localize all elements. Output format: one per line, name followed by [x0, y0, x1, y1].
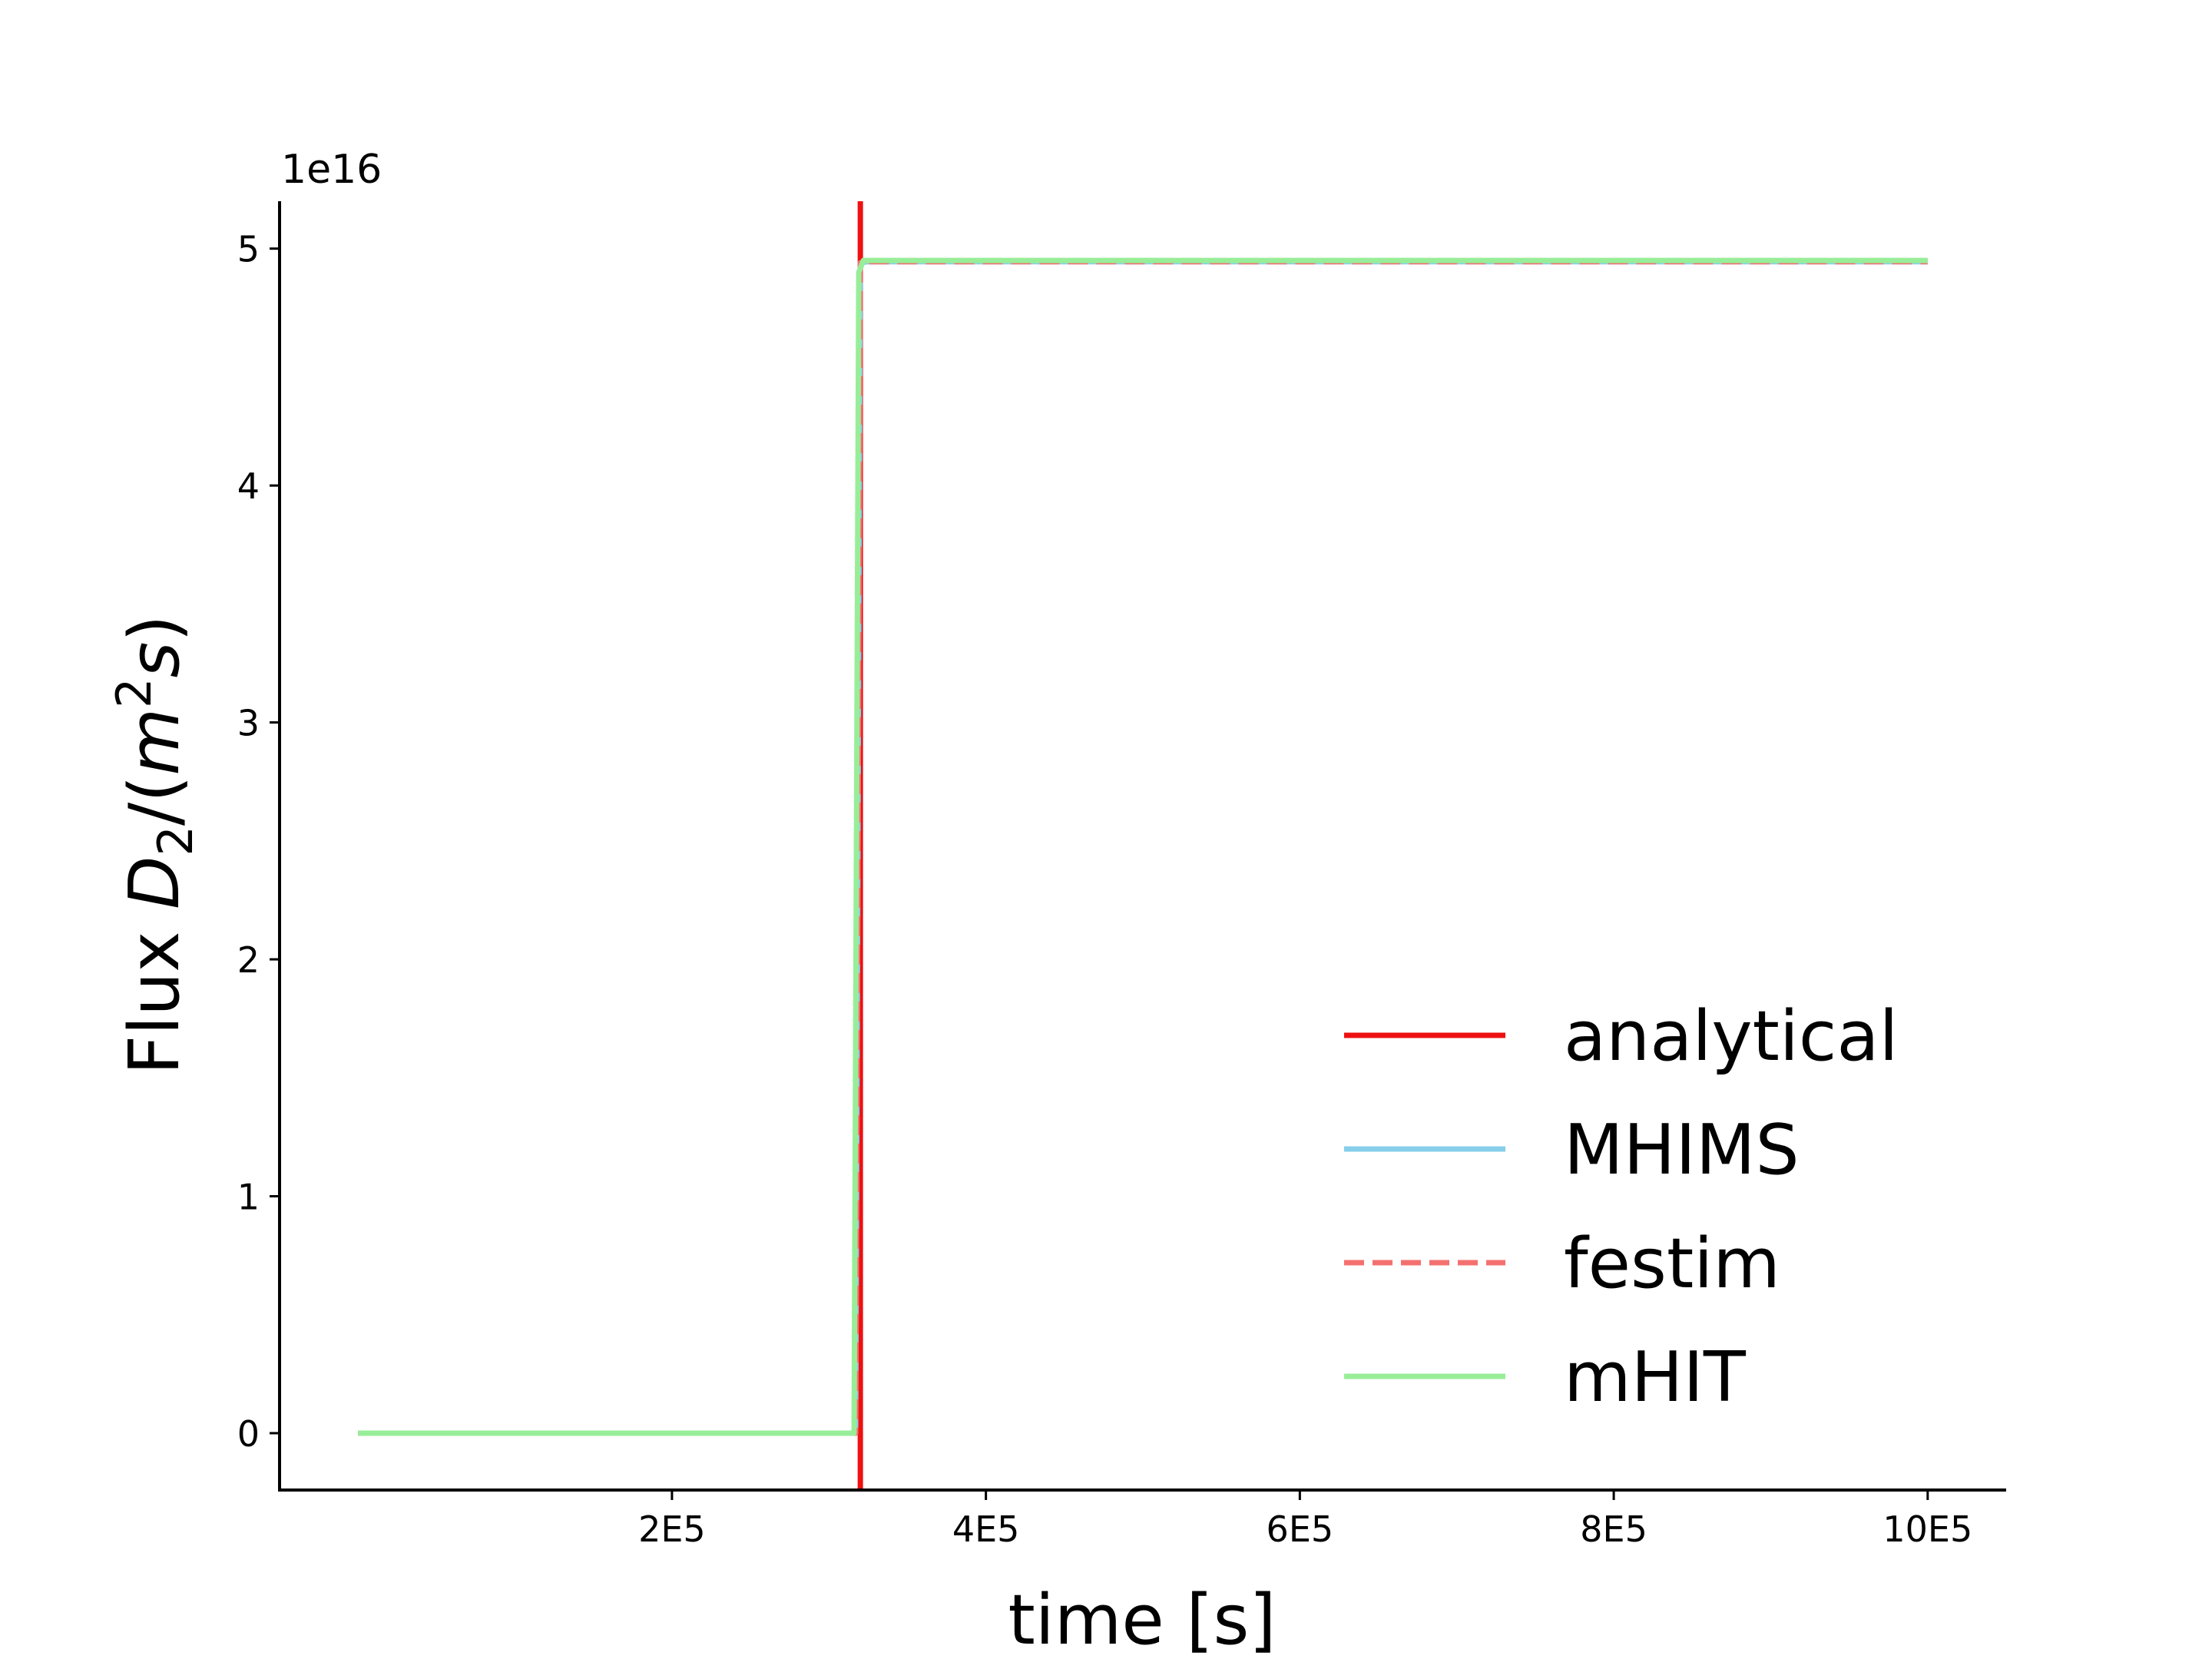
y-offset-label: 1e16	[281, 147, 382, 193]
legend-label-mhims: MHIMS	[1564, 1110, 1800, 1190]
y-tick-label: 5	[237, 229, 260, 270]
x-tick-label: 2E5	[638, 1508, 706, 1550]
y-axis-label-m: m	[114, 708, 195, 776]
y-axis-label-sup: 2	[106, 678, 162, 708]
plot-lines	[358, 201, 1928, 1490]
y-axis-label-sub: 2	[147, 826, 204, 856]
y-axis-label-prefix: Flux	[114, 909, 195, 1075]
x-tick-label: 8E5	[1580, 1508, 1647, 1550]
x-axis-label: time [s]	[1008, 1580, 1276, 1659]
y-axis-label-mid: /(	[114, 776, 195, 826]
axes	[278, 201, 2006, 1492]
y-tick-label: 4	[237, 465, 260, 507]
legend-label-analytical: analytical	[1564, 996, 1899, 1077]
x-ticks: 2E5 4E5 6E5 8E5 10E5	[638, 1490, 1972, 1550]
x-tick-label: 4E5	[952, 1508, 1020, 1550]
x-tick-label: 10E5	[1883, 1508, 1972, 1550]
y-tick-label: 0	[237, 1413, 260, 1455]
legend: analytical MHIMS festim mHIT	[1344, 996, 1899, 1418]
legend-label-festim: festim	[1564, 1224, 1780, 1304]
y-tick-label: 3	[237, 703, 260, 744]
y-axis-label-close: )	[114, 614, 195, 641]
y-axis-label: Flux D2/(m2s)	[106, 614, 204, 1075]
y-ticks: 0 1 2 3 4 5	[237, 229, 280, 1455]
y-axis-label-s: s	[114, 642, 195, 678]
legend-label-mhit: mHIT	[1564, 1337, 1747, 1418]
x-tick-label: 6E5	[1267, 1508, 1334, 1550]
series-line-mhit	[358, 257, 1928, 1436]
y-axis-label-var: D	[114, 856, 195, 909]
y-tick-label: 1	[237, 1177, 260, 1218]
y-tick-label: 2	[237, 939, 260, 981]
